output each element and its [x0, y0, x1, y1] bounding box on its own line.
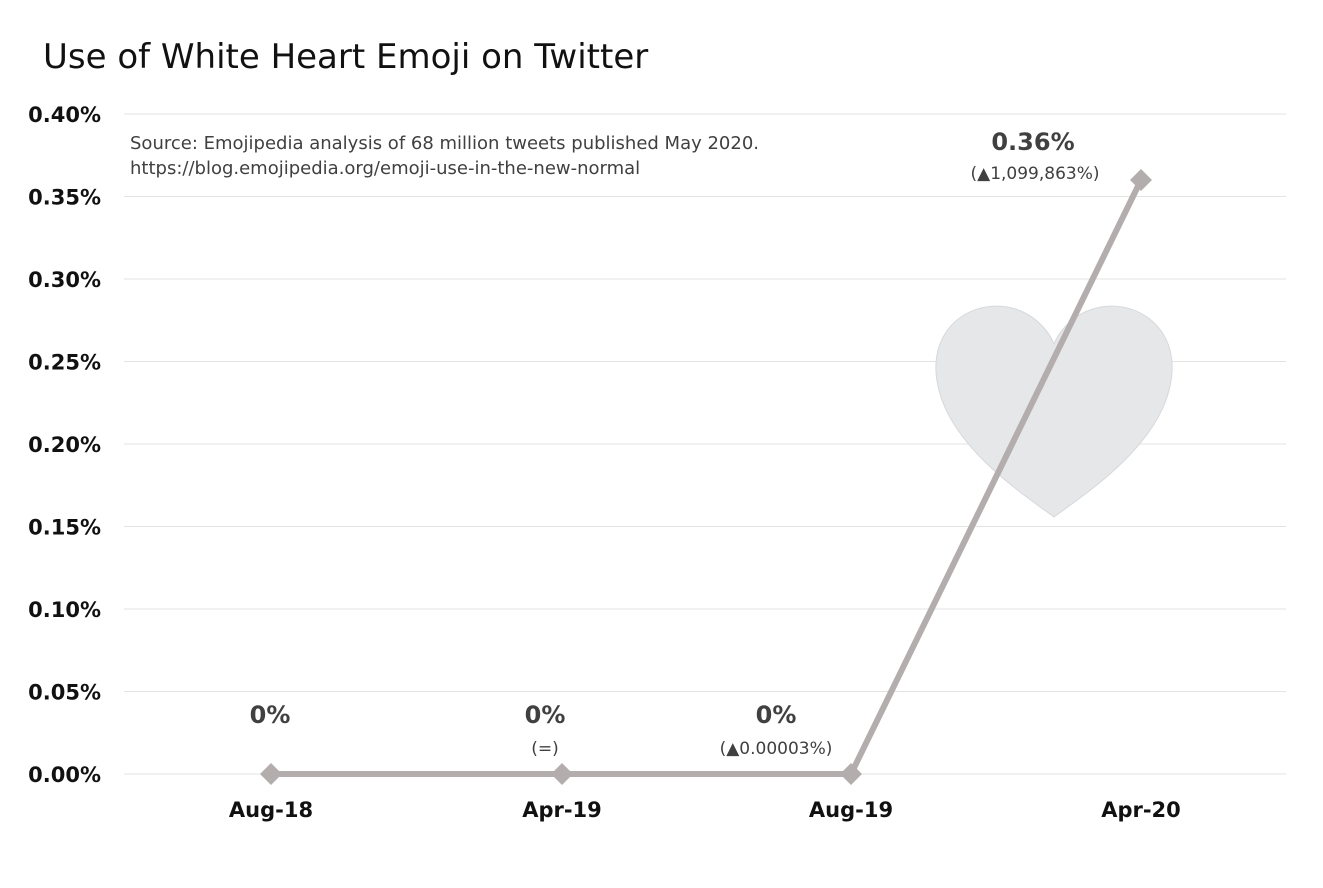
- y-tick-label: 0.10%: [28, 598, 101, 622]
- data-label: 0.36%: [991, 128, 1074, 156]
- change-label: (▲0.00003%): [720, 739, 833, 759]
- series-line: [268, 177, 1144, 777]
- change-label: (▲1,099,863%): [970, 164, 1099, 184]
- data-label: 0%: [525, 701, 566, 729]
- data-label: 0%: [756, 701, 797, 729]
- series: [260, 169, 1152, 785]
- grid: [124, 113, 1286, 775]
- y-tick-label: 0.40%: [28, 103, 101, 127]
- y-tick-label: 0.05%: [28, 681, 101, 705]
- y-tick-label: 0.20%: [28, 433, 101, 457]
- x-tick-label: Aug-19: [809, 798, 893, 822]
- y-tick-label: 0.25%: [28, 351, 101, 375]
- data-point: [1130, 169, 1152, 191]
- data-point: [840, 763, 862, 785]
- data-point: [551, 763, 573, 785]
- y-tick-label: 0.15%: [28, 516, 101, 540]
- source-note: Source: Emojipedia analysis of 68 millio…: [130, 133, 759, 154]
- data-label: 0%: [250, 701, 291, 729]
- x-tick-label: Aug-18: [229, 798, 313, 822]
- y-tick-label: 0.35%: [28, 186, 101, 210]
- white-heart-icon: [935, 305, 1173, 518]
- x-tick-label: Apr-20: [1101, 798, 1181, 822]
- y-axis: 0.00% 0.05% 0.10% 0.15% 0.20% 0.25% 0.30% 0.35%…: [28, 103, 101, 787]
- chart-title: Use of White Heart Emoji on Twitter: [43, 37, 648, 77]
- y-tick-label: 0.00%: [28, 763, 101, 787]
- source-url: https://blog.emojipedia.org/emoji-use-in…: [130, 158, 640, 179]
- data-labels: 0% 0% (=) 0% (▲0.00003%) 0.36% (▲1,099,863%): [250, 128, 1100, 759]
- data-point: [260, 763, 282, 785]
- change-label: (=): [531, 739, 559, 759]
- y-tick-label: 0.30%: [28, 268, 101, 292]
- x-axis: Aug-18 Apr-19 Aug-19 Apr-20: [229, 798, 1181, 822]
- x-tick-label: Apr-19: [522, 798, 602, 822]
